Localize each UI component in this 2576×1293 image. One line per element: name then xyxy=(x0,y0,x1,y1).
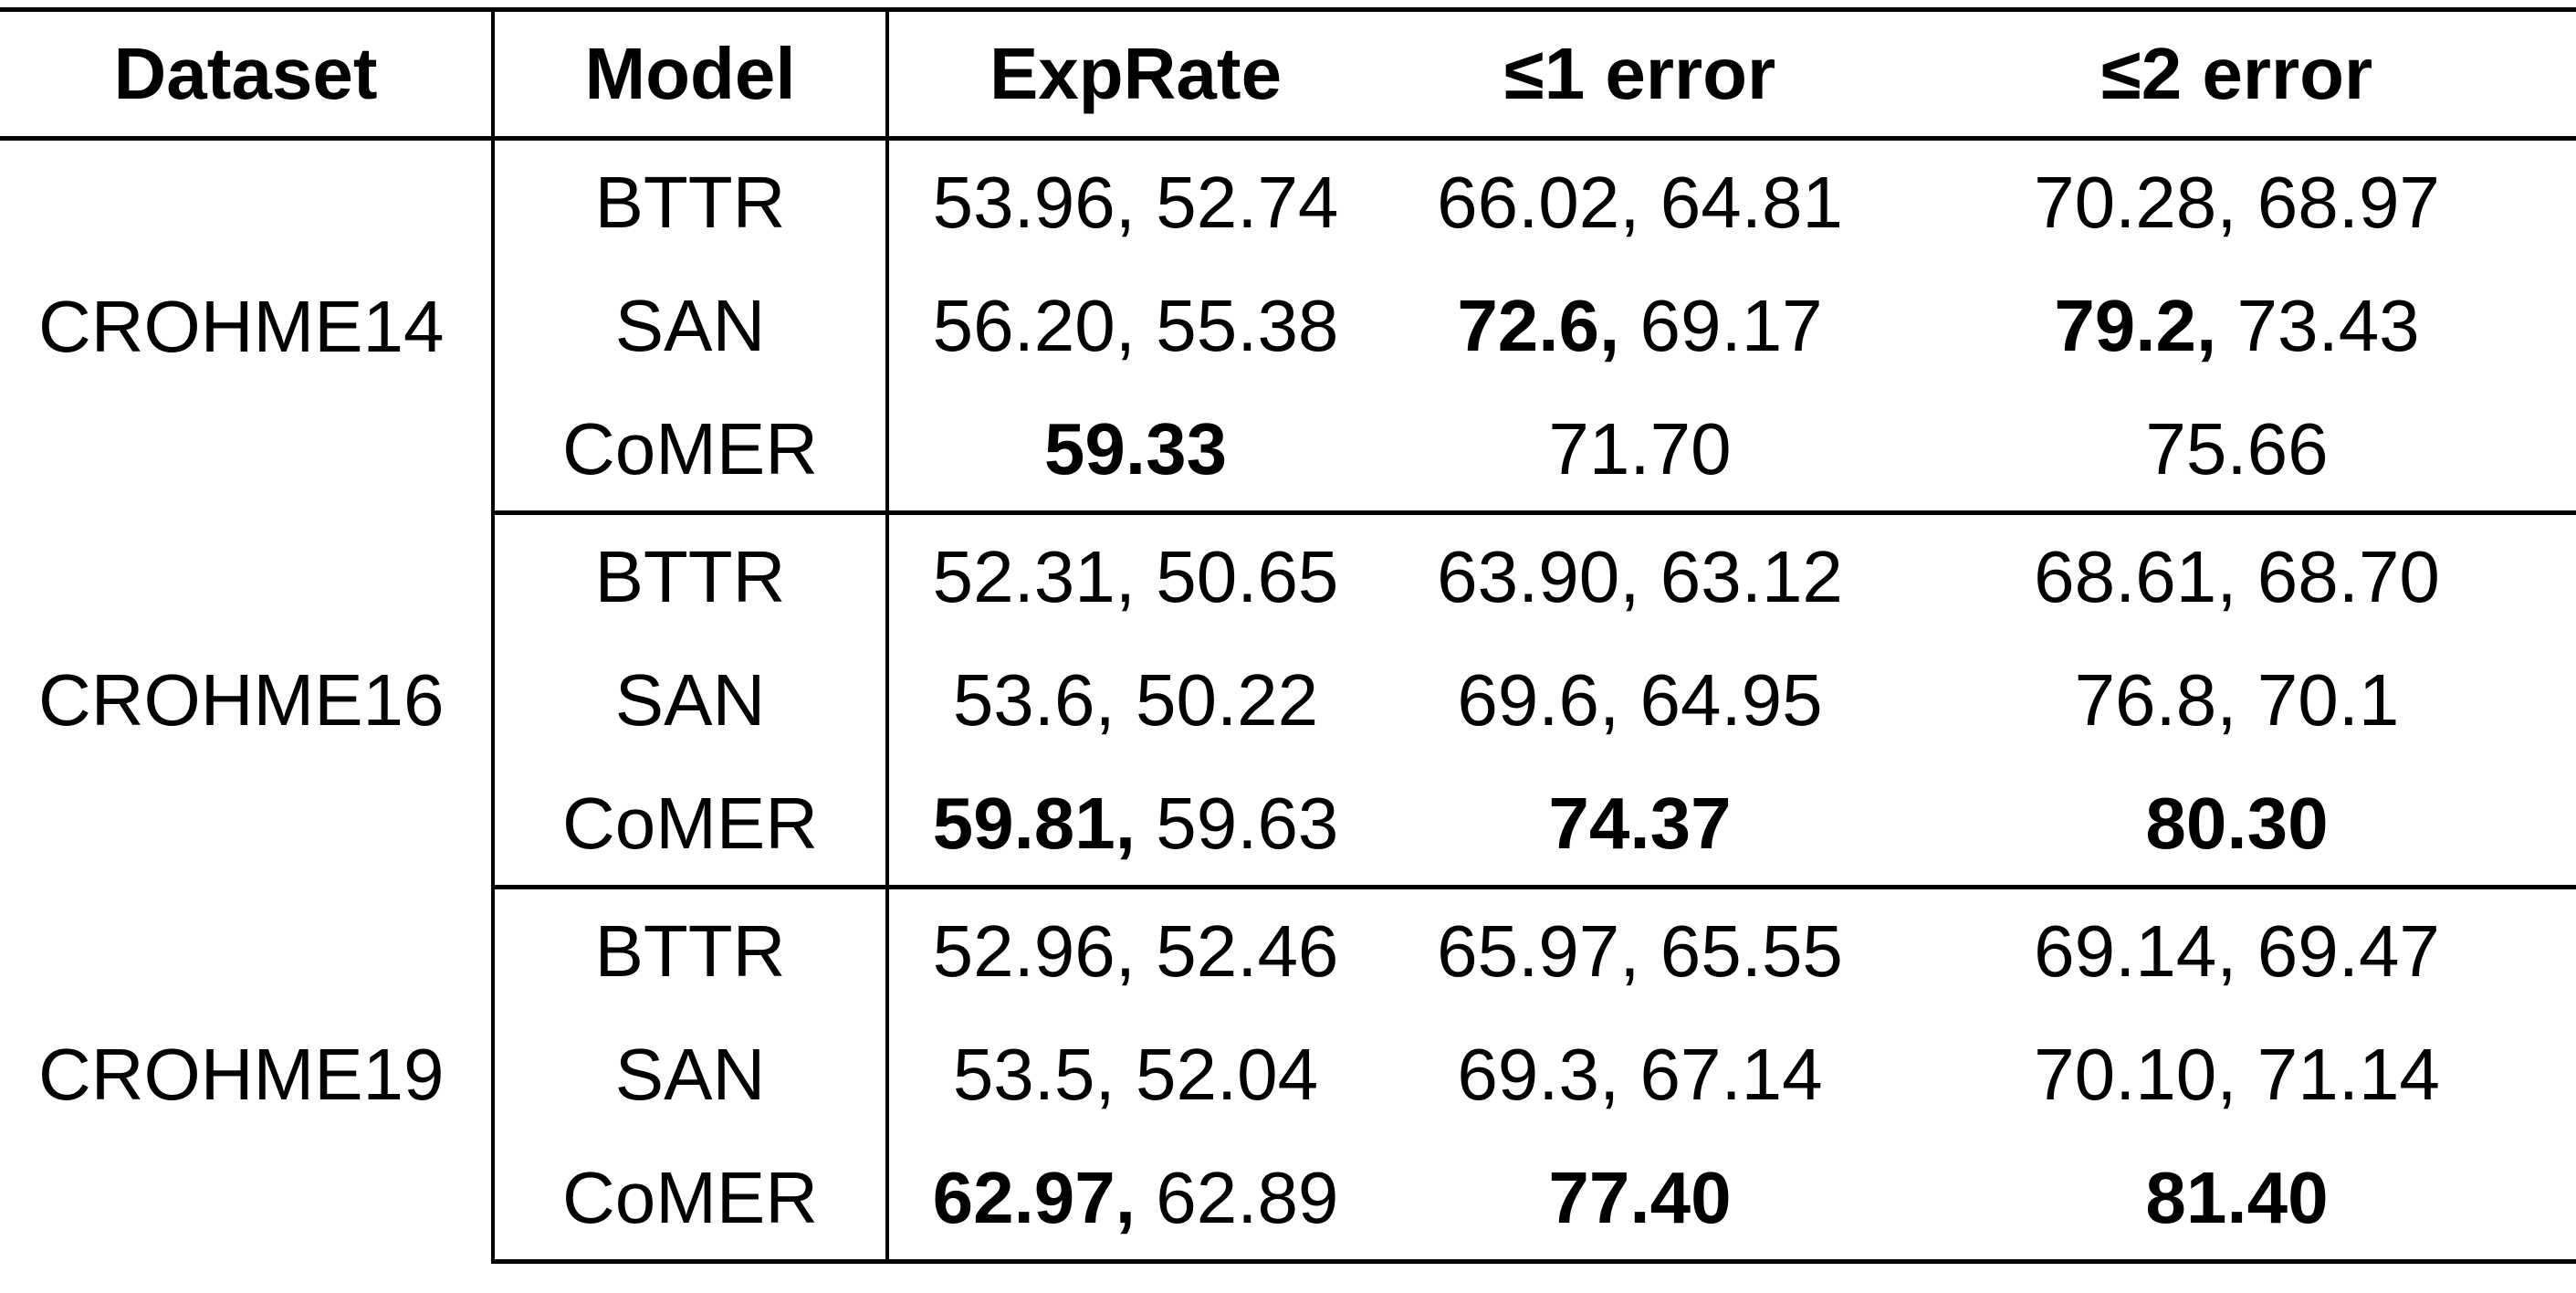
table-row: CROHME16 BTTR 52.31, 50.65 63.90, 63.12 … xyxy=(0,512,2576,888)
table-row: CoMER 59.33 71.70 75.66 xyxy=(0,387,2576,515)
error1-cell: 65.97, 65.55 xyxy=(1382,888,1898,1014)
exprate-bold: 59.33 xyxy=(1043,407,1228,489)
table-row: CROHME14 BTTR 53.96, 52.74 66.02, 64.81 … xyxy=(0,138,2576,513)
error2-cell: 69.14, 69.47 xyxy=(1898,888,2576,1014)
exprate-cell: 56.20, 55.38 xyxy=(887,264,1382,387)
error1-bold: 72.6, xyxy=(1457,284,1620,366)
model-cell: CoMER xyxy=(493,1136,889,1264)
exprate-value: 53.6, 50.22 xyxy=(952,658,1319,741)
exprate-value: 53.5, 52.04 xyxy=(952,1033,1319,1115)
error1-cell: 69.6, 64.95 xyxy=(1382,638,1898,762)
error1-value: 71.70 xyxy=(1548,407,1732,489)
error2-cell: 68.61, 68.70 xyxy=(1898,513,2576,639)
table-row: CROHME19 BTTR 52.96, 52.46 65.97, 65.55 … xyxy=(0,887,2576,1262)
error2-cell: 79.2, 73.43 xyxy=(1898,264,2576,387)
model-cell: SAN xyxy=(493,1013,889,1136)
exprate-value: 53.96, 52.74 xyxy=(932,161,1339,243)
exprate-bold: 62.97, xyxy=(932,1156,1136,1238)
header-model: Model xyxy=(493,7,889,141)
exprate-bold: 59.81, xyxy=(932,782,1136,864)
error1-bold: 74.37 xyxy=(1548,782,1732,864)
model-cell: BTTR xyxy=(493,512,889,638)
error1-value: 69.17 xyxy=(1619,284,1823,366)
error2-value: 69.14, 69.47 xyxy=(2034,909,2440,992)
error2-cell: 80.30 xyxy=(1898,762,2576,889)
exprate-cell: 53.5, 52.04 xyxy=(887,1013,1382,1136)
error1-cell: 77.40 xyxy=(1382,1136,1898,1264)
header-error-2: ≤2 error xyxy=(1898,7,2576,141)
exprate-value: 59.63 xyxy=(1136,782,1339,864)
exprate-cell: 52.96, 52.46 xyxy=(887,888,1382,1014)
error2-cell: 70.28, 68.97 xyxy=(1898,139,2576,265)
model-cell: CoMER xyxy=(493,387,889,515)
error1-cell: 74.37 xyxy=(1382,762,1898,889)
dataset-cell: CROHME16 xyxy=(0,512,495,888)
error1-value: 69.6, 64.95 xyxy=(1457,658,1823,741)
error1-cell: 71.70 xyxy=(1382,387,1898,515)
dataset-cell: CROHME14 xyxy=(0,138,495,513)
header-error-1: ≤1 error xyxy=(1382,7,1898,141)
model-cell: BTTR xyxy=(493,887,889,1013)
exprate-cell: 59.33 xyxy=(887,387,1382,515)
error1-cell: 66.02, 64.81 xyxy=(1382,139,1898,265)
error2-cell: 81.40 xyxy=(1898,1136,2576,1264)
table-body: CROHME14 BTTR 53.96, 52.74 66.02, 64.81 … xyxy=(0,138,2576,1264)
error2-value: 73.43 xyxy=(2216,284,2420,366)
exprate-cell: 53.6, 50.22 xyxy=(887,638,1382,762)
exprate-cell: 59.81, 59.63 xyxy=(887,762,1382,889)
error2-value: 70.28, 68.97 xyxy=(2034,161,2440,243)
table-row: SAN 53.5, 52.04 69.3, 67.14 70.10, 71.14 xyxy=(0,1013,2576,1136)
error1-value: 65.97, 65.55 xyxy=(1437,909,1843,992)
model-cell: CoMER xyxy=(493,762,889,889)
error1-value: 69.3, 67.14 xyxy=(1457,1033,1823,1115)
error2-value: 75.66 xyxy=(2145,407,2329,489)
error2-cell: 76.8, 70.1 xyxy=(1898,638,2576,762)
table-row: SAN 53.6, 50.22 69.6, 64.95 76.8, 70.1 xyxy=(0,638,2576,762)
header-dataset: Dataset xyxy=(0,7,495,141)
header-exprate: ExpRate xyxy=(887,7,1382,141)
model-cell: SAN xyxy=(493,638,889,762)
table-header: Dataset Model ExpRate ≤1 error ≤2 error xyxy=(0,7,2576,141)
error1-value: 63.90, 63.12 xyxy=(1437,535,1843,617)
error2-cell: 70.10, 71.14 xyxy=(1898,1013,2576,1136)
table-row: CoMER 59.81, 59.63 74.37 80.30 xyxy=(0,762,2576,889)
exprate-cell: 53.96, 52.74 xyxy=(887,139,1382,265)
error2-bold: 81.40 xyxy=(2145,1156,2329,1238)
exprate-cell: 52.31, 50.65 xyxy=(887,513,1382,639)
error1-value: 66.02, 64.81 xyxy=(1437,161,1843,243)
error1-cell: 63.90, 63.12 xyxy=(1382,513,1898,639)
error2-value: 68.61, 68.70 xyxy=(2034,535,2440,617)
results-table: Dataset Model ExpRate ≤1 error ≤2 error … xyxy=(0,7,2576,1264)
dataset-cell: CROHME19 xyxy=(0,887,495,1262)
error2-value: 76.8, 70.1 xyxy=(2074,658,2400,741)
exprate-value: 52.96, 52.46 xyxy=(932,909,1339,992)
exprate-cell: 62.97, 62.89 xyxy=(887,1136,1382,1264)
error1-cell: 69.3, 67.14 xyxy=(1382,1013,1898,1136)
exprate-value: 56.20, 55.38 xyxy=(932,284,1339,366)
model-cell: BTTR xyxy=(493,138,889,264)
error1-bold: 77.40 xyxy=(1548,1156,1732,1238)
error2-bold: 80.30 xyxy=(2145,782,2329,864)
table-row: SAN 56.20, 55.38 72.6, 69.17 79.2, 73.43 xyxy=(0,264,2576,387)
error1-cell: 72.6, 69.17 xyxy=(1382,264,1898,387)
exprate-value: 62.89 xyxy=(1136,1156,1339,1238)
error2-value: 70.10, 71.14 xyxy=(2034,1033,2440,1115)
error2-bold: 79.2, xyxy=(2054,284,2217,366)
model-cell: SAN xyxy=(493,264,889,387)
header-row: Dataset Model ExpRate ≤1 error ≤2 error xyxy=(0,7,2576,141)
table-row: CoMER 62.97, 62.89 77.40 81.40 xyxy=(0,1136,2576,1264)
exprate-value: 52.31, 50.65 xyxy=(932,535,1339,617)
error2-cell: 75.66 xyxy=(1898,387,2576,515)
